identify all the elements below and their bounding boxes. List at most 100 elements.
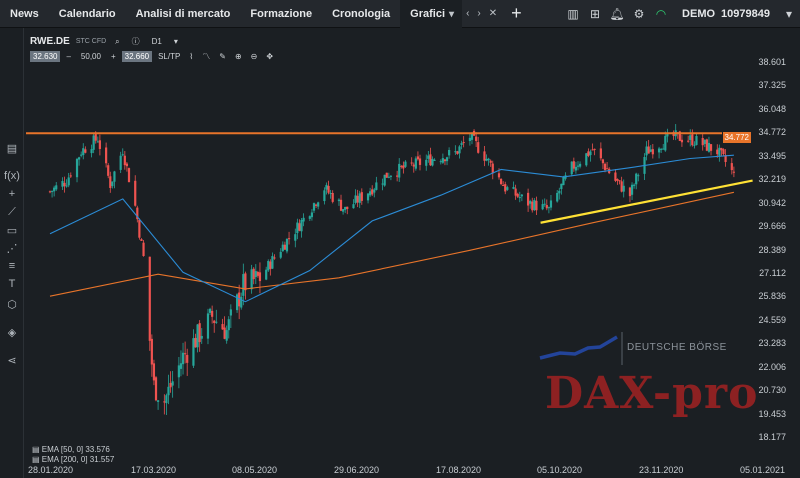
chart-panel-icon[interactable]: ▤ xyxy=(6,143,18,155)
candle xyxy=(208,307,212,316)
line-tool-icon[interactable]: ⟋ xyxy=(8,206,16,218)
add-tab-icon[interactable]: + xyxy=(511,3,522,23)
notification-bell-icon[interactable]: 🔔︎ xyxy=(609,7,625,21)
chevron-right-icon[interactable]: › xyxy=(477,8,481,19)
candle xyxy=(366,192,370,204)
candle xyxy=(695,133,698,146)
y-tick: 22.006 xyxy=(758,361,786,372)
symbol-label[interactable]: RWE.DE xyxy=(30,36,70,47)
candle xyxy=(123,151,126,170)
x-tick: 23.11.2020 xyxy=(639,465,684,475)
candle xyxy=(352,199,355,209)
move-icon[interactable]: ✥ xyxy=(266,52,274,61)
quantity-field[interactable]: 50,00 xyxy=(80,52,101,61)
line-chart-icon[interactable]: 〽 xyxy=(202,52,211,61)
indicator-icon[interactable]: ⌇ xyxy=(189,52,194,61)
chevron-left-icon[interactable]: ‹ xyxy=(466,8,470,19)
plus-icon[interactable]: + xyxy=(110,52,116,61)
settings-sliders-icon[interactable]: ⊞ xyxy=(590,7,601,21)
drawing-icon[interactable]: ✎ xyxy=(219,52,226,61)
symbol-type: STC CFD xyxy=(75,38,107,45)
candle xyxy=(281,241,284,252)
trend-line[interactable] xyxy=(540,179,753,224)
candle xyxy=(125,162,129,172)
y-tick: 24.559 xyxy=(758,314,786,325)
rectangle-tool-icon[interactable]: ▭ xyxy=(6,225,18,237)
close-icon[interactable]: ✕ xyxy=(488,8,498,19)
sltp-button[interactable]: SL/TP xyxy=(158,52,181,61)
tab-analisi-di-mercato[interactable]: Analisi di mercato xyxy=(135,7,231,20)
tab-calendario[interactable]: Calendario xyxy=(58,7,116,20)
candle xyxy=(186,348,189,376)
fibonacci-tool-icon[interactable]: ≡ xyxy=(8,260,16,272)
candle xyxy=(527,188,530,212)
ask-price-button[interactable]: 32.660 xyxy=(121,51,153,62)
x-tick: 08.05.2020 xyxy=(232,465,278,475)
candle xyxy=(223,316,226,340)
candle xyxy=(660,147,663,154)
candle xyxy=(375,176,378,191)
y-tick: 19.453 xyxy=(758,408,786,419)
candle xyxy=(341,209,345,215)
candle xyxy=(707,136,711,153)
candle xyxy=(572,157,575,172)
x-tick: 05.10.2020 xyxy=(537,465,583,475)
layers-icon[interactable]: ◈ xyxy=(7,327,17,339)
bid-price-button[interactable]: 32.630 xyxy=(30,51,61,62)
ema200-legend-text: EMA [200, 0] 31.557 xyxy=(41,455,115,464)
gear-icon[interactable]: ⚙ xyxy=(633,7,645,21)
candle xyxy=(240,292,243,310)
shapes-tool-icon[interactable]: ⬡ xyxy=(7,299,17,311)
candle xyxy=(618,180,621,185)
candle xyxy=(184,341,187,364)
ema200-legend[interactable]: ▤ EMA [200, 0] 31.557 xyxy=(32,455,114,465)
candle xyxy=(429,147,432,167)
candle xyxy=(273,254,276,260)
candle xyxy=(460,140,463,150)
candle xyxy=(296,218,299,240)
candle xyxy=(628,186,632,203)
timeframe-selector[interactable]: D1 xyxy=(151,37,162,46)
candle xyxy=(285,238,289,254)
candle xyxy=(53,185,56,197)
zoom-in-icon[interactable]: ⊕ xyxy=(234,52,242,61)
account-dropdown-icon[interactable]: ▾ xyxy=(785,7,793,21)
text-tool-icon[interactable]: T xyxy=(8,278,16,290)
info-icon[interactable]: ⓘ xyxy=(131,37,140,46)
candle xyxy=(252,267,255,285)
minus-icon[interactable]: – xyxy=(66,52,71,61)
candle xyxy=(358,190,361,209)
candle xyxy=(90,144,93,158)
candle xyxy=(620,176,623,193)
candle xyxy=(541,199,544,211)
tab-formazione[interactable]: Formazione xyxy=(250,7,313,20)
share-icon[interactable]: ⋖ xyxy=(7,355,17,367)
account-number[interactable]: 10979849 xyxy=(721,8,770,20)
ema50-legend[interactable]: ▤ EMA [50, 0] 33.576 xyxy=(32,445,114,455)
timeframe-chevron-icon[interactable]: ▾ xyxy=(173,37,178,46)
candle xyxy=(82,143,85,160)
function-icon[interactable]: f(x) xyxy=(4,170,20,182)
tab-news[interactable]: News xyxy=(10,7,39,20)
search-icon[interactable]: ⌕ xyxy=(115,36,120,46)
y-tick: 36.048 xyxy=(758,103,786,114)
candle xyxy=(121,148,124,157)
chevron-down-icon[interactable]: ▾ xyxy=(449,8,455,20)
candle xyxy=(198,320,201,352)
candle xyxy=(477,136,480,154)
candle xyxy=(258,262,262,294)
layout-icon[interactable]: ▥ xyxy=(567,7,579,21)
ema50-legend-text: EMA [50, 0] 33.576 xyxy=(41,445,110,454)
candle xyxy=(414,156,417,171)
candle xyxy=(558,187,561,200)
crosshair-icon[interactable]: + xyxy=(8,188,16,200)
tab-cronologia[interactable]: Cronologia xyxy=(332,7,391,20)
tab-grafici[interactable]: Grafici ▾ xyxy=(400,0,463,28)
candle xyxy=(630,182,634,201)
zoom-out-icon[interactable]: ⊖ xyxy=(250,52,258,61)
candle xyxy=(134,175,137,207)
candle xyxy=(701,134,704,151)
channel-tool-icon[interactable]: ⋰ xyxy=(6,243,18,255)
candle xyxy=(215,309,218,324)
